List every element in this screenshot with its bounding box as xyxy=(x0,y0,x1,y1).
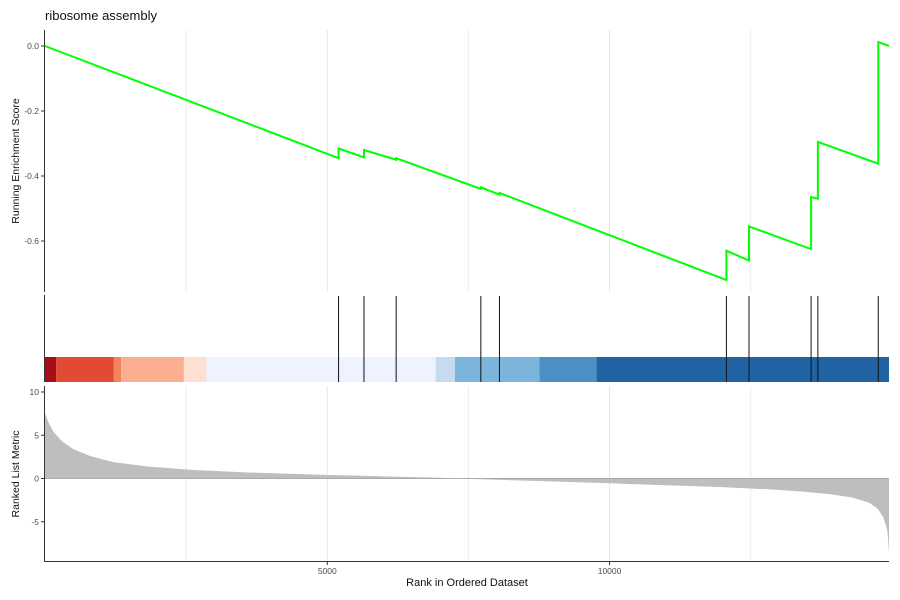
color-band-segment xyxy=(454,357,540,382)
metric-y-tick-label: -5 xyxy=(31,517,39,527)
color-band-segment xyxy=(45,357,57,382)
metric-y-tick-label: 0 xyxy=(34,474,39,484)
gene-hit-lines xyxy=(338,296,879,382)
es-gridlines xyxy=(185,30,752,292)
chart-title: ribosome assembly xyxy=(45,8,157,23)
ranked-metric-panel: 10 5 0 -5 5000 10000 Ranked List Metric Rank… xyxy=(10,386,889,589)
ranked-metric-area xyxy=(45,413,889,553)
es-y-tick-label: -0.2 xyxy=(24,106,39,116)
color-band-segment xyxy=(206,357,436,382)
es-y-tick-label: 0.0 xyxy=(27,41,39,51)
color-band-segment xyxy=(596,357,889,382)
color-band-segment xyxy=(183,357,207,382)
rank-color-band xyxy=(45,357,889,382)
metric-y-tick-label: 10 xyxy=(30,387,40,397)
color-band-segment xyxy=(113,357,122,382)
color-band-segment xyxy=(121,357,184,382)
es-y-tick-label: -0.6 xyxy=(24,236,39,246)
color-band-segment xyxy=(539,357,597,382)
metric-y-ticks: 10 5 0 -5 xyxy=(30,387,45,527)
gene-hits-panel xyxy=(44,295,889,382)
x-tick-label: 5000 xyxy=(318,566,337,576)
metric-y-axis-label: Ranked List Metric xyxy=(10,431,22,518)
x-axis-ticks: 5000 10000 xyxy=(318,561,622,576)
running-es-line xyxy=(44,40,890,282)
x-tick-label: 10000 xyxy=(598,566,622,576)
enrichment-score-panel: 0.0 -0.2 -0.4 -0.6 Running Enrichment Score xyxy=(10,30,890,292)
metric-y-tick-label: 5 xyxy=(34,430,39,440)
x-axis-label: Rank in Ordered Dataset xyxy=(406,577,528,589)
es-y-tick-label: -0.4 xyxy=(24,171,39,181)
es-y-ticks: 0.0 -0.2 -0.4 -0.6 xyxy=(24,41,45,246)
color-band-segment xyxy=(435,357,455,382)
color-band-segment xyxy=(56,357,114,382)
es-y-axis-label: Running Enrichment Score xyxy=(10,98,22,224)
